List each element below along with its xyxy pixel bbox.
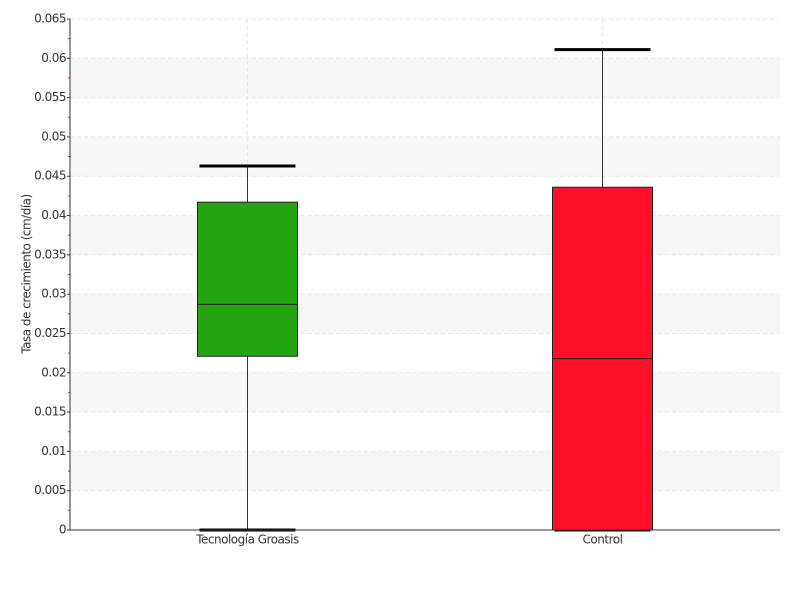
x-tick-label: Control: [583, 533, 623, 547]
grid-band: [70, 372, 780, 413]
grid-band: [70, 136, 780, 177]
y-tick-label: 0.035: [34, 247, 66, 261]
y-tick-label: 0.055: [34, 90, 66, 104]
grid-band: [70, 58, 780, 98]
y-tick-label: 0.045: [34, 169, 66, 183]
y-tick-label: 0.02: [41, 365, 66, 379]
box: [197, 201, 298, 357]
y-tick-label: 0.01: [41, 444, 66, 458]
y-tick-label: 0.015: [34, 405, 66, 419]
y-tick-label: 0.05: [41, 129, 66, 143]
grid-band: [70, 294, 780, 334]
y-axis-label: Tasa de crecimiento (cm/día): [20, 194, 34, 354]
y-tick-label: 0.005: [34, 483, 66, 497]
y-tick-label: 0: [59, 523, 66, 537]
y-tick-label: 0.065: [34, 12, 66, 26]
y-tick-label: 0.025: [34, 326, 66, 340]
y-tick-label: 0.03: [41, 287, 66, 301]
y-tick-label: 0.06: [41, 51, 66, 65]
x-tick-label: Tecnología Groasis: [195, 533, 299, 547]
y-tick-label: 0.04: [41, 208, 66, 222]
grid-band: [70, 451, 780, 491]
grid-band: [70, 215, 780, 255]
